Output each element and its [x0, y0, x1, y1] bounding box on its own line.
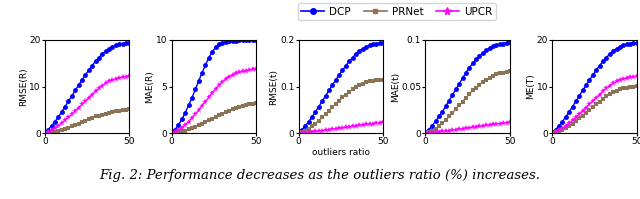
- Y-axis label: MAE(t): MAE(t): [390, 71, 400, 102]
- Y-axis label: RMSE(t): RMSE(t): [269, 69, 278, 104]
- Text: Fig. 2: Performance decreases as the outliers ratio (%) increases.: Fig. 2: Performance decreases as the out…: [99, 169, 541, 182]
- Y-axis label: RMSE(R): RMSE(R): [19, 67, 28, 106]
- Y-axis label: MAE(R): MAE(R): [146, 70, 155, 103]
- Y-axis label: ME(T): ME(T): [526, 74, 535, 100]
- X-axis label: outliers ratio: outliers ratio: [312, 148, 370, 157]
- Legend: DCP, PRNet, UPCR: DCP, PRNet, UPCR: [298, 3, 496, 20]
